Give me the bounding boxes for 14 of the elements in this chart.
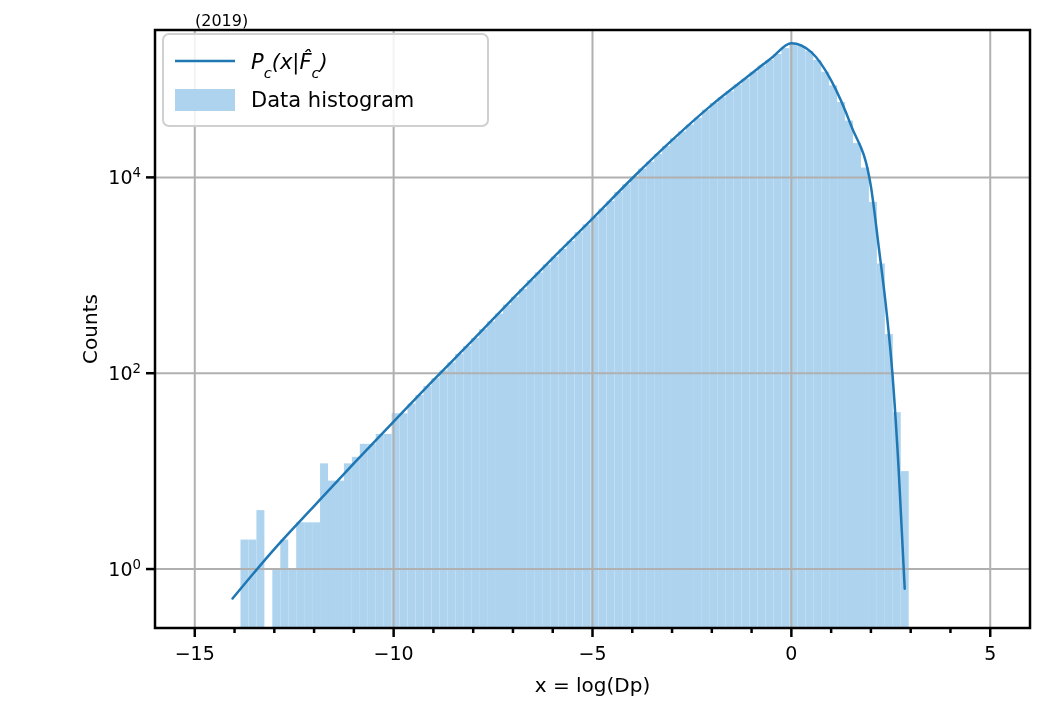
legend-label: P$_{c}$(x|F̂$_{c}$) xyxy=(251,49,328,81)
line-series xyxy=(231,42,906,600)
x-tick-label: 5 xyxy=(984,642,997,664)
y-tick-label: 10$^{0}$ xyxy=(108,556,141,581)
y-axis-title: Counts xyxy=(78,294,102,364)
x-tick-label: −5 xyxy=(578,642,607,664)
x-axis-title: x = log(Dp) xyxy=(534,673,651,697)
x-tick-label: 0 xyxy=(785,642,798,664)
x-tick-label: −15 xyxy=(174,642,215,664)
legend-label: Data histogram xyxy=(251,88,415,112)
x-tick-label: −10 xyxy=(373,642,414,664)
annotation: (2019) xyxy=(195,11,249,30)
y-tick-label: 10$^{4}$ xyxy=(108,164,141,189)
y-tick-label: 10$^{2}$ xyxy=(108,360,141,385)
